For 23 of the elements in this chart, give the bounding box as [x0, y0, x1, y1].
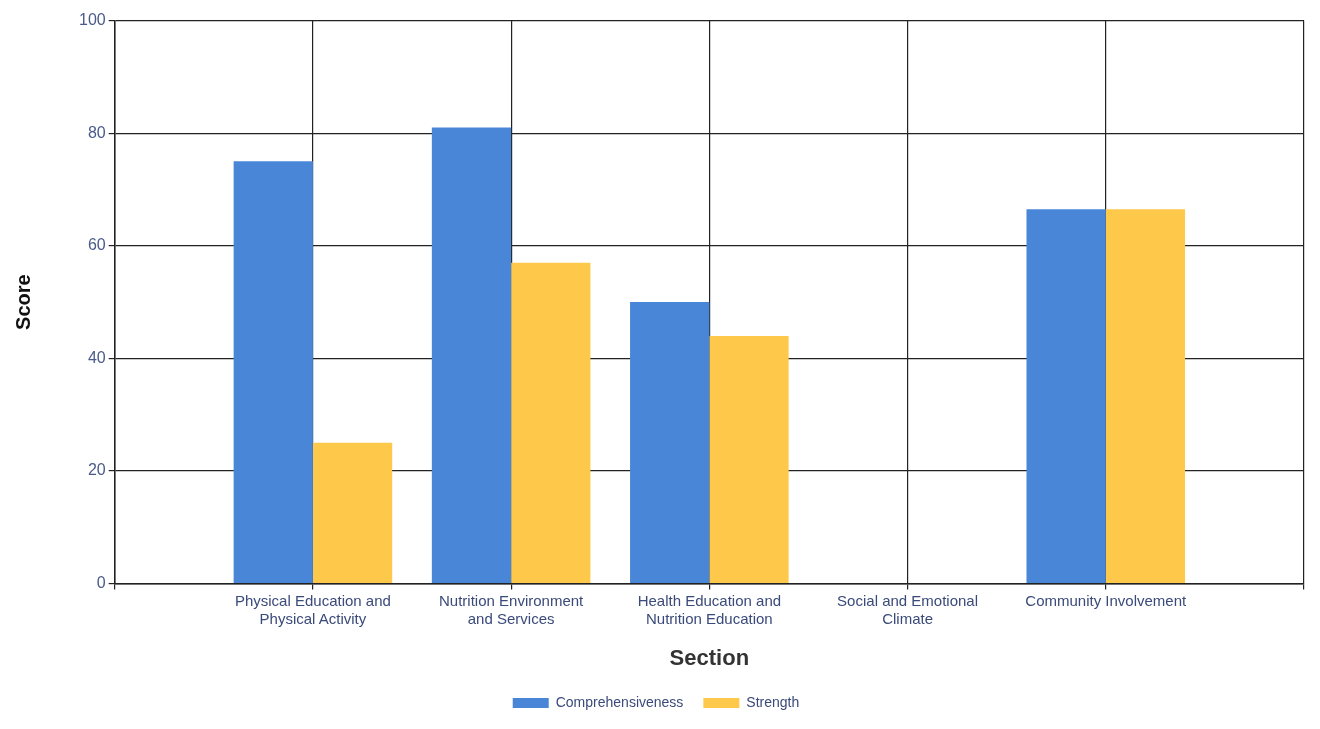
bar	[511, 262, 591, 583]
x-tick-label: Health Education and Nutrition Education	[637, 591, 782, 627]
bar	[312, 442, 393, 583]
legend-label: Comprehensiveness	[555, 693, 684, 710]
x-tick-label: Community Involvement	[1025, 591, 1188, 609]
bar	[1026, 209, 1106, 583]
y-tick-label: 80	[87, 123, 106, 141]
y-axis-title: Score	[11, 274, 34, 330]
x-tick-label: Physical Education and Physical Activity	[234, 591, 391, 627]
y-tick-label: 100	[78, 11, 106, 29]
x-tick-label: Nutrition Environment and Services	[439, 591, 585, 627]
bar	[1105, 209, 1186, 583]
x-tick-label: Social and Emotional Climate	[837, 591, 979, 627]
y-tick-label: 20	[87, 461, 106, 479]
bar	[630, 302, 710, 583]
x-axis-title: Section	[669, 644, 750, 670]
y-tick-label: 0	[96, 574, 106, 592]
legend-label: Strength	[746, 693, 800, 710]
y-tick-label: 40	[87, 348, 106, 366]
bar	[431, 127, 512, 583]
bar	[709, 335, 789, 583]
y-tick-label: 60	[87, 236, 106, 254]
bar	[233, 161, 313, 583]
